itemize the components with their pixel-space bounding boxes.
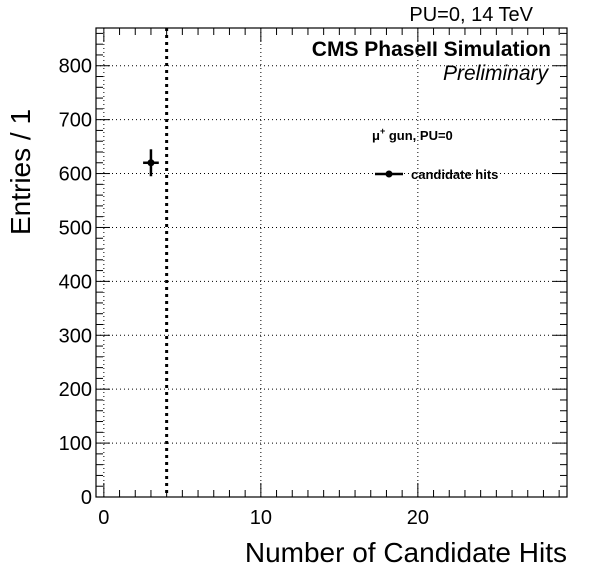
y-tick-label: 400: [59, 271, 92, 293]
legend-header: μ+ gun, PU=0: [372, 126, 453, 143]
grid-lines: [96, 28, 567, 497]
axis-ticks: [96, 28, 567, 498]
experiment-label: CMS PhaseII Simulation: [312, 38, 551, 61]
y-tick-label: 200: [59, 379, 92, 401]
y-tick-label: 700: [59, 110, 92, 132]
y-axis-title: Entries / 1: [5, 109, 36, 235]
y-tick-label: 600: [59, 164, 92, 186]
point-marker: [147, 159, 155, 167]
y-tick-label: 800: [59, 56, 92, 78]
y-tick-label: 300: [59, 325, 92, 347]
plot-frame: [95, 27, 568, 498]
data-point: [143, 149, 159, 177]
legend-marker: [375, 170, 403, 178]
x-tick-label: 20: [407, 507, 429, 529]
y-tick-label: 500: [59, 217, 92, 239]
status-label: Preliminary: [443, 62, 550, 85]
y-tick-label: 100: [59, 433, 92, 455]
legend-entry-label: candidate hits: [411, 167, 498, 182]
x-tick-label: 0: [98, 507, 109, 529]
data-points: [143, 149, 159, 177]
x-tick-label: 10: [250, 507, 272, 529]
x-axis-title: Number of Candidate Hits: [245, 537, 567, 568]
y-tick-label: 0: [81, 487, 92, 509]
top-right-label: PU=0, 14 TeV: [409, 4, 533, 26]
